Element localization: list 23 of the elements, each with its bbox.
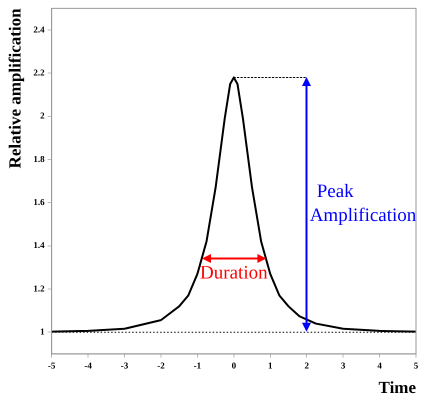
- x-tick-label: 0: [232, 360, 237, 371]
- x-tick-label: -3: [120, 360, 129, 371]
- x-tick-label: 5: [414, 360, 419, 371]
- x-tick-label: -4: [84, 360, 92, 371]
- y-axis-title: Relative amplification: [6, 8, 25, 168]
- x-tick-label: -5: [48, 360, 56, 371]
- x-tick-label: 2: [304, 360, 310, 371]
- y-tick-label: 2: [40, 110, 46, 121]
- y-tick-label: 1.4: [33, 240, 46, 250]
- y-tick-label: 1.8: [33, 154, 46, 164]
- x-tick-label: 1: [268, 360, 274, 371]
- annotation: Duration: [200, 262, 268, 284]
- x-tick-label: -2: [157, 360, 166, 371]
- y-tick-label: 1.2: [33, 283, 46, 294]
- x-axis-title: Time: [378, 378, 416, 398]
- annotation: Peak Amplification: [310, 180, 417, 226]
- x-tick-label: 3: [340, 360, 346, 371]
- x-tick-label: 4: [377, 360, 382, 371]
- y-tick-label: 2.2: [33, 67, 46, 78]
- y-tick-label: 1.6: [33, 197, 46, 208]
- y-tick-label: 2.4: [33, 24, 46, 34]
- y-tick-label: 1: [40, 326, 46, 337]
- x-tick-label: -1: [194, 360, 202, 371]
